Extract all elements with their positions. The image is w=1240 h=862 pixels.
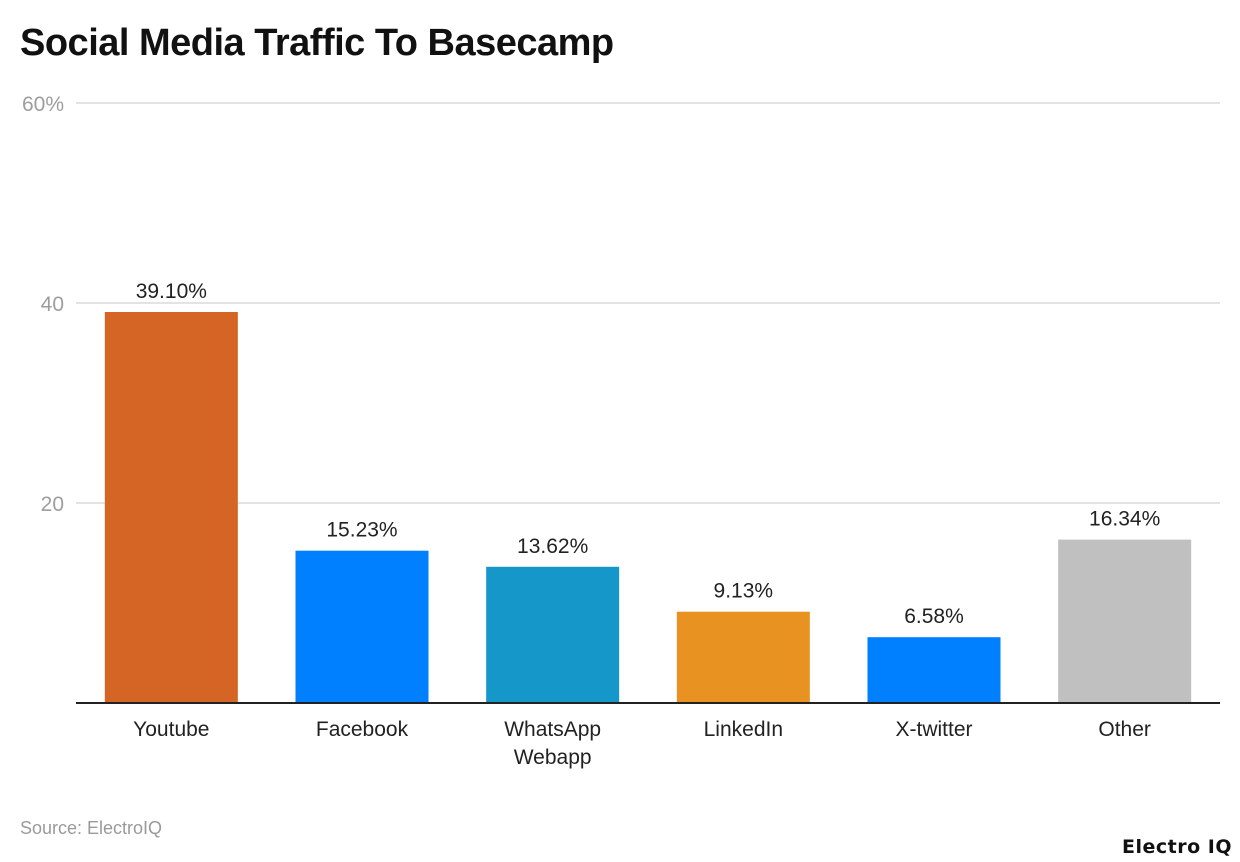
x-tick-label: WhatsApp [504, 718, 601, 741]
bar-whatsapp-webapp [486, 566, 620, 703]
brand-logo: Electro IQ [1122, 836, 1232, 858]
y-tick-label: 20 [41, 493, 64, 516]
data-label: 6.58% [904, 605, 964, 628]
bar-youtube [104, 312, 238, 703]
bar-facebook [295, 550, 429, 703]
data-label: 9.13% [714, 580, 774, 603]
bar-x-twitter [867, 637, 1001, 703]
y-tick-label: 60% [22, 93, 64, 116]
x-tick-label: Other [1098, 718, 1151, 741]
x-tick-label: X-twitter [895, 718, 972, 741]
source-note: Source: ElectroIQ [20, 818, 163, 838]
bar-chart: 20 40 60% 39.10% Youtube 15.23% Facebook 13.62%… [22, 93, 1220, 769]
x-tick-label: Youtube [133, 718, 209, 741]
bar-other [1058, 539, 1192, 703]
x-tick-label: Facebook [316, 718, 409, 741]
chart-title: Social Media Traffic To Basecamp [20, 22, 614, 64]
x-tick-label: LinkedIn [704, 718, 783, 741]
x-tick-label: Webapp [514, 746, 592, 769]
bar-linkedin [676, 611, 810, 703]
data-label: 13.62% [517, 535, 588, 558]
data-label: 16.34% [1089, 508, 1160, 531]
data-label: 39.10% [136, 280, 207, 303]
y-tick-label: 40 [41, 293, 64, 316]
data-label: 15.23% [326, 519, 397, 542]
